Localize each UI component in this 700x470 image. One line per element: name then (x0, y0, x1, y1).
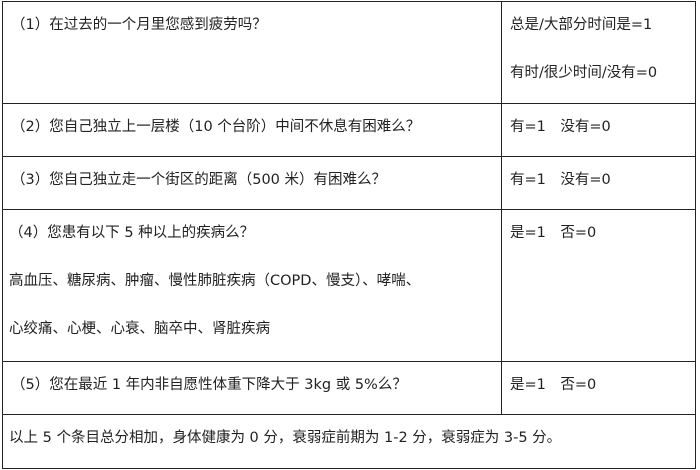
table-row: （2）您自己独立上一层楼（10 个台阶）中间不休息有困难么？ 有=1 没有=0 (2, 103, 696, 157)
question-text: （2）您自己独立上一层楼（10 个台阶）中间不休息有困难么？ (11, 119, 421, 135)
table-row: 以上 5 个条目总分相加，身体健康为 0 分，衰弱症前期为 1-2 分，衰弱症为… (2, 414, 696, 469)
answer-text: 是=1 否=0 (510, 225, 597, 241)
table-row: （5）您在最近 1 年内非自愿性体重下降大于 3kg 或 5%么？ 是=1 否=… (2, 361, 696, 415)
answer-text: 总是/大部分时间是=1 (510, 17, 653, 33)
answer-cell: 是=1 否=0 (501, 209, 696, 362)
question-text: （5）您在最近 1 年内非自愿性体重下降大于 3kg 或 5%么？ (11, 377, 407, 393)
answer-text: 是=1 否=0 (510, 377, 597, 393)
question-cell: （1）在过去的一个月里您感到疲劳吗？ (2, 1, 502, 104)
answer-text: 有=1 没有=0 (510, 172, 611, 188)
question-text: （1）在过去的一个月里您感到疲劳吗？ (11, 17, 267, 33)
question-text: （4）您患有以下 5 种以上的疾病么？ (9, 225, 255, 241)
answer-cell: 有=1 没有=0 (501, 103, 696, 157)
answer-text: 有时/很少时间/没有=0 (510, 65, 658, 81)
question-cell: （5）您在最近 1 年内非自愿性体重下降大于 3kg 或 5%么？ (2, 361, 502, 415)
summary-cell: 以上 5 个条目总分相加，身体健康为 0 分，衰弱症前期为 1-2 分，衰弱症为… (2, 414, 696, 469)
disease-list-line: 心绞痛、心梗、心衰、脑卒中、肾脏疾病 (9, 321, 270, 337)
summary-text: 以上 5 个条目总分相加，身体健康为 0 分，衰弱症前期为 1-2 分，衰弱症为… (9, 430, 562, 446)
table-row: （3）您自己独立走一个街区的距离（500 米）有困难么？ 有=1 没有=0 (2, 156, 696, 210)
answer-cell: 有=1 没有=0 (501, 156, 696, 210)
question-cell: （3）您自己独立走一个街区的距离（500 米）有困难么？ (2, 156, 502, 210)
table-row: （4）您患有以下 5 种以上的疾病么？ 高血压、糖尿病、肿瘤、慢性肺脏疾病（CO… (2, 209, 696, 362)
question-text: （3）您自己独立走一个街区的距离（500 米）有困难么？ (11, 172, 387, 188)
table-row: （1）在过去的一个月里您感到疲劳吗？ 总是/大部分时间是=1 有时/很少时间/没有… (2, 1, 696, 104)
answer-cell: 是=1 否=0 (501, 361, 696, 415)
answer-text: 有=1 没有=0 (510, 119, 611, 135)
disease-list-line: 高血压、糖尿病、肿瘤、慢性肺脏疾病（COPD、慢支）、哮喘、 (9, 273, 421, 289)
question-cell: （4）您患有以下 5 种以上的疾病么？ 高血压、糖尿病、肿瘤、慢性肺脏疾病（CO… (2, 209, 502, 362)
question-cell: （2）您自己独立上一层楼（10 个台阶）中间不休息有困难么？ (2, 103, 502, 157)
answer-cell: 总是/大部分时间是=1 有时/很少时间/没有=0 (501, 1, 696, 104)
